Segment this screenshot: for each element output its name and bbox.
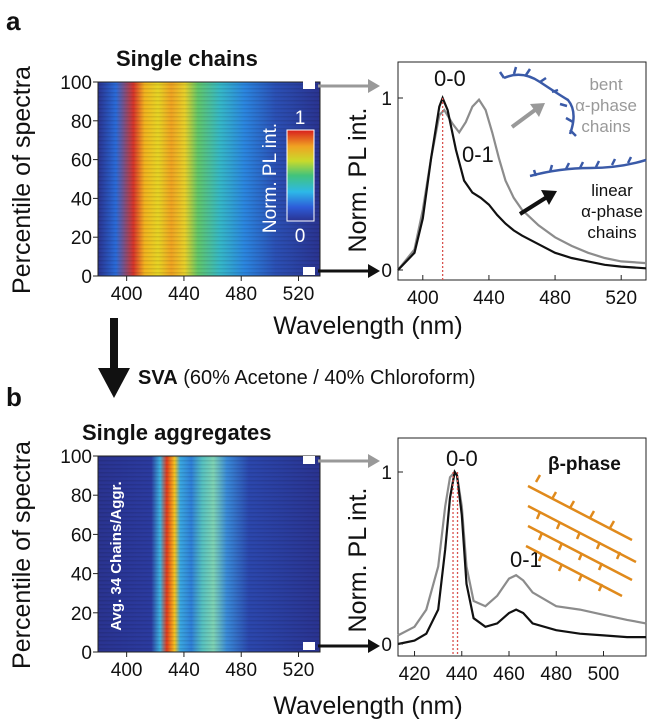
heatmap-a-ytick: 0 [81,267,92,288]
spectrum-b-yticks: 01 [381,463,403,656]
spectrum-a-xtick: 440 [473,288,505,309]
peak-00-a: 0-0 [434,66,466,91]
beta-phase-label: β-phase [548,454,621,475]
series-bent-line [397,97,647,271]
heatmap-b-ytick: 0 [81,643,92,664]
bent-arrow [510,103,545,129]
arrow-gray-b [318,454,380,468]
series-black-line [397,469,646,646]
series-gray-line [397,470,647,637]
heatmap-b-ytick: 60 [71,525,92,546]
spectrum-a-ytick: 0 [381,261,392,282]
heatmap-a-xticks: 400 440 480 520 [111,276,315,305]
spectrum-b [397,437,647,657]
sva-rest: (60% Acetone / 40% Chloroform) [178,367,476,389]
sva-arrow [98,318,130,398]
heatmap-b-frame [97,455,321,653]
heatmap-b-streaks [98,456,320,652]
series-linear-line [397,95,647,271]
heatmap-a-ytick: 60 [71,151,92,172]
spectrum-a-yticks: 01 [381,89,403,282]
beta-chains-icon [525,474,637,598]
marker-bottom-a [303,267,315,275]
inset-text-b: Avg. 34 Chains/Aggr. [108,481,125,630]
heatmap-a-frame [97,81,321,277]
spectrum-b-frame [397,437,647,657]
linear-label-1: linear [591,181,633,200]
spectrum-b-xtick: 500 [588,664,620,685]
heatmap-b-ytick: 40 [71,565,92,586]
panel-b-letter: b [6,382,22,412]
linear-arrow [518,190,557,216]
linear-label-2: α-phase [581,202,643,221]
bent-label-2: α-phase [575,96,637,115]
spectrum-b-ylabel: Norm. PL int. [344,488,372,633]
spectrum-b-xtick: 440 [446,664,478,685]
marker-top-b [303,456,315,464]
colorbar-max: 1 [295,108,306,129]
arrow-black-b [318,639,380,653]
heatmap-b-ylabel: Percentile of spectra [8,441,36,669]
marker-top-a [303,81,315,89]
peak-00-b: 0-0 [446,446,478,471]
colorbar [286,129,315,222]
heatmap-a-ytick: 40 [71,189,92,210]
spectrum-b-ytick: 1 [381,463,392,484]
heatmap-a-streaks [98,82,320,276]
spectrum-a-xtick: 400 [407,288,439,309]
spectrum-b-xtick: 460 [493,664,525,685]
heatmap-a-ylabel: Percentile of spectra [8,66,36,294]
spectrum-a-frame [397,61,647,281]
spectrum-a-xticks: 400 440 480 520 [407,275,637,309]
heatmap-a-xtick: 480 [225,284,257,305]
heatmap-a-xtick: 520 [283,284,315,305]
heatmap-b-xtick: 400 [111,660,143,681]
heatmap-b-ytick: 100 [60,447,92,468]
heatmap-b-xtick: 520 [283,660,315,681]
heatmap-b-ytick: 80 [71,486,92,507]
spectrum-b-xticks: 420 440 460 480 500 [399,651,620,685]
heatmap-b-xtick: 440 [168,660,200,681]
peak-01-a: 0-1 [462,142,494,167]
linear-label-3: chains [587,223,636,242]
spectrum-a [397,61,647,281]
arrow-gray-a [318,79,380,93]
spectrum-a-xtick: 520 [605,288,637,309]
colorbar-label: Norm. PL int. [260,123,281,233]
arrow-black-a [318,264,380,278]
spectrum-a-xtick: 480 [539,288,571,309]
spectrum-a-ylabel: Norm. PL int. [344,108,372,253]
heatmap-a-yticks: 0 20 40 60 80 100 [60,73,98,288]
xlabel-a: Wavelength (nm) [273,312,462,340]
heatmap-a [97,81,321,277]
spectrum-a-ytick: 1 [381,89,392,110]
heatmap-b-yticks: 0 20 40 60 80 100 [60,447,98,664]
colorbar-min: 0 [295,226,306,247]
bent-label-1: bent [589,75,622,94]
heatmap-a-xtick: 400 [111,284,143,305]
panel-b-title: Single aggregates [82,420,272,445]
heatmap-b-xtick: 480 [225,660,257,681]
heatmap-a-xtick: 440 [168,284,200,305]
sva-bold: SVA [138,367,178,389]
spectrum-b-xtick: 420 [399,664,431,685]
heatmap-a-ytick: 80 [71,112,92,133]
heatmap-a-ytick: 100 [60,73,92,94]
panel-a-letter: a [6,6,21,36]
marker-bottom-b [303,642,315,650]
bent-label-3: chains [581,117,630,136]
heatmap-b-ytick: 20 [71,604,92,625]
linear-chain-icon [529,156,647,178]
xlabel-b: Wavelength (nm) [273,692,462,720]
bent-chain-icon [498,66,577,137]
panel-a-title: Single chains [116,46,258,71]
spectrum-b-ytick: 0 [381,635,392,656]
sva-text: SVA (60% Acetone / 40% Chloroform) [138,367,476,389]
heatmap-b [97,455,321,653]
heatmap-a-ytick: 20 [71,228,92,249]
spectrum-b-xtick: 480 [540,664,572,685]
heatmap-b-xticks: 400 440 480 520 [111,652,315,681]
